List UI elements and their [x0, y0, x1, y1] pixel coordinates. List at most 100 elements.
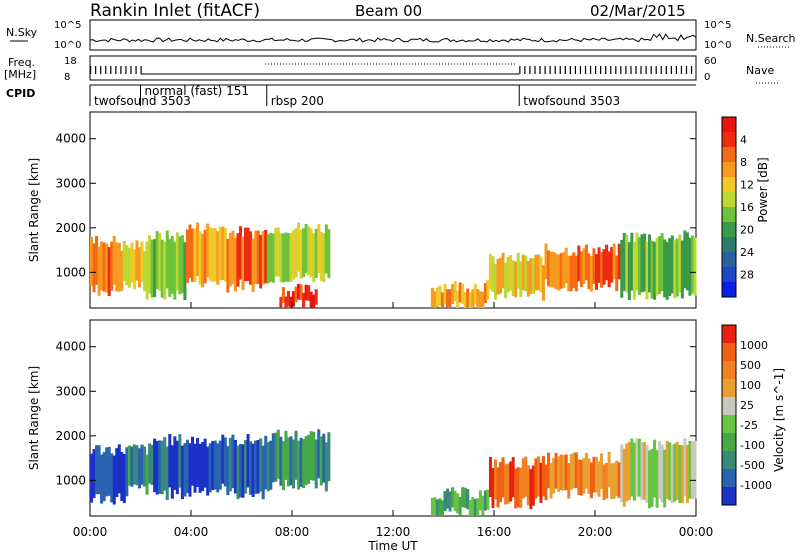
data-cell: [317, 224, 321, 274]
data-cell: [637, 237, 641, 296]
data-cell: [289, 296, 293, 308]
data-cell: [132, 444, 136, 485]
colorbar-swatch: [722, 325, 736, 343]
data-cell: [602, 464, 606, 501]
data-cell: [269, 232, 273, 282]
data-cell: [208, 227, 212, 281]
power-data: [90, 222, 697, 308]
data-cell: [216, 231, 220, 285]
data-cell: [218, 440, 222, 490]
data-cell: [281, 441, 285, 491]
power-y-axis: 1000 2000 3000 4000: [55, 132, 696, 279]
data-cell: [143, 251, 147, 292]
data-cell: [648, 450, 652, 509]
data-cell: [143, 446, 147, 487]
data-cell: [299, 284, 303, 301]
data-cell: [125, 245, 129, 286]
data-cell: [135, 240, 139, 281]
data-cell: [107, 247, 111, 297]
range-tick-label: 4000: [55, 340, 86, 354]
data-cell: [304, 224, 308, 274]
noise-strip-frame: [89, 19, 697, 51]
data-cell: [180, 445, 184, 500]
time-tick-label: 00:00: [679, 525, 714, 539]
freq-bar: [675, 66, 677, 74]
data-cell: [302, 439, 306, 489]
data-cell: [552, 251, 556, 288]
data-cell: [630, 438, 634, 497]
data-cell: [625, 443, 629, 502]
colorbar-tick-label: 1000: [740, 339, 768, 352]
data-cell: [673, 443, 677, 502]
data-cell: [271, 233, 275, 283]
data-cell: [476, 498, 480, 516]
data-cell: [612, 243, 616, 280]
data-cell: [509, 461, 513, 502]
colorbar-tick-label: 28: [740, 269, 754, 282]
data-cell: [529, 469, 533, 510]
velocity-data: [90, 429, 697, 516]
data-cell: [473, 499, 477, 516]
velocity-colorbar: 1000 500 100 25 -25 -100 -500 -1000: [721, 324, 772, 506]
data-cell: [622, 232, 626, 291]
data-cell: [549, 462, 553, 499]
data-cell: [193, 443, 197, 493]
velocity-y-axis: 1000 2000 3000 4000: [55, 340, 696, 487]
data-cell: [688, 237, 692, 296]
freq-bar: [595, 66, 597, 74]
data-cell: [117, 444, 121, 494]
data-cell: [670, 445, 674, 503]
data-cell: [660, 444, 664, 503]
data-cell: [155, 441, 159, 495]
data-cell: [279, 436, 283, 486]
data-cell: [327, 432, 331, 482]
freq-bar: [615, 66, 617, 74]
data-cell: [511, 260, 515, 297]
data-cell: [233, 237, 237, 292]
data-cell: [115, 242, 119, 292]
freq-bar: [690, 66, 693, 74]
data-cell: [249, 441, 253, 495]
data-cell: [458, 282, 462, 303]
data-cell: [620, 444, 624, 503]
freq-bar: [584, 66, 587, 74]
data-cell: [521, 458, 525, 499]
data-cell: [150, 444, 154, 485]
data-cell: [95, 235, 99, 285]
data-cell: [173, 436, 177, 490]
time-tick-label: 00:00: [73, 525, 108, 539]
data-cell: [198, 443, 202, 493]
freq-bar: [135, 66, 137, 74]
data-cell: [617, 462, 621, 498]
colorbar-swatch: [722, 267, 736, 282]
data-cell: [605, 244, 609, 281]
data-cell: [236, 445, 240, 500]
data-cell: [196, 437, 200, 487]
data-cell: [221, 226, 225, 281]
data-cell: [589, 255, 593, 292]
colorbar-swatch: [722, 282, 736, 297]
data-cell: [292, 291, 296, 307]
data-cell: [509, 255, 513, 291]
data-cell: [216, 443, 220, 493]
data-cell: [620, 239, 624, 298]
time-tick-label: 08:00: [275, 525, 310, 539]
data-cell: [476, 289, 480, 308]
data-cell: [569, 454, 573, 490]
data-cell: [632, 442, 636, 501]
colorbar-frame: [721, 116, 737, 298]
data-cell: [259, 234, 263, 289]
data-cell: [547, 452, 551, 489]
range-tick-label: 2000: [55, 221, 86, 235]
colorbar-tick-label: -500: [740, 459, 765, 472]
data-cell: [130, 446, 134, 487]
freq-unit: [MHz]: [4, 68, 36, 81]
data-cell: [178, 434, 182, 488]
data-cell: [685, 232, 689, 291]
data-cell: [148, 443, 152, 484]
data-cell: [514, 261, 518, 298]
data-cell: [486, 489, 490, 510]
colorbar-swatch: [722, 469, 736, 487]
data-cell: [238, 226, 242, 280]
data-cell: [90, 236, 94, 286]
